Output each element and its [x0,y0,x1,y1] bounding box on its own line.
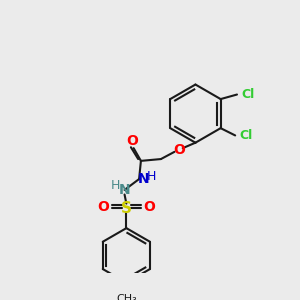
Text: O: O [126,134,138,148]
Text: Cl: Cl [242,88,255,101]
Text: S: S [121,201,132,216]
Text: N: N [119,183,130,197]
Text: O: O [98,200,109,214]
Text: H: H [147,170,157,183]
Text: O: O [143,200,155,214]
Text: CH₃: CH₃ [116,294,137,300]
Text: O: O [173,143,185,157]
Text: Cl: Cl [240,129,253,142]
Text: H: H [111,179,120,192]
Text: N: N [138,172,149,186]
